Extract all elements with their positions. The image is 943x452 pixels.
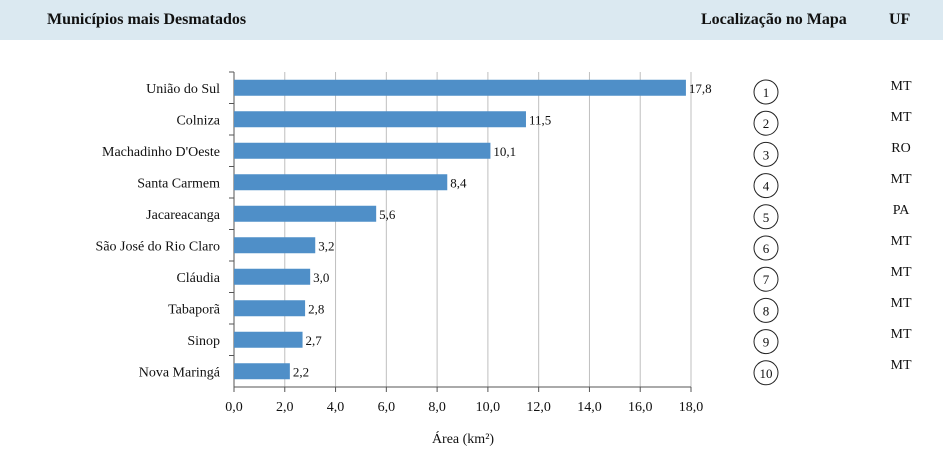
map-number: 1: [763, 85, 770, 100]
x-tick-label: 18,0: [679, 400, 704, 415]
x-tick-label: 4,0: [327, 400, 345, 415]
map-number: 9: [763, 335, 770, 350]
value-label: 3,0: [313, 270, 329, 285]
map-number-circle: [753, 204, 779, 230]
uf-value: MT: [891, 265, 912, 280]
x-tick-label: 2,0: [276, 400, 294, 415]
bar: [234, 331, 303, 348]
uf-value: MT: [891, 327, 912, 342]
x-tick-label: 6,0: [378, 400, 396, 415]
x-tick-label: 10,0: [476, 400, 501, 415]
bar: [234, 300, 306, 317]
map-number-circle: [753, 173, 779, 199]
category-label: Santa Carmem: [137, 176, 220, 191]
map-number-circle: [753, 141, 779, 167]
x-axis-title: Área (km²): [432, 430, 494, 447]
map-number: 4: [763, 179, 770, 194]
value-label: 3,2: [318, 238, 334, 253]
x-tick-label: 0,0: [225, 400, 243, 415]
category-label: Jacareacanga: [146, 208, 221, 223]
category-label: Tabaporã: [168, 302, 221, 317]
map-number: 8: [763, 303, 770, 318]
map-number-circle: [753, 235, 779, 261]
x-tick-label: 16,0: [628, 400, 653, 415]
x-tick-label: 14,0: [577, 400, 602, 415]
map-number: 7: [763, 272, 770, 287]
value-label: 11,5: [529, 112, 551, 127]
chart-title: Municípios mais Desmatados: [47, 11, 247, 28]
uf-value: MT: [891, 79, 912, 94]
uf-value: MT: [891, 234, 912, 249]
value-label: 17,8: [689, 81, 712, 96]
uf-value: MT: [891, 296, 912, 311]
bar: [234, 237, 316, 254]
bar: [234, 142, 491, 159]
uf-value: MT: [891, 110, 912, 125]
uf-value: RO: [891, 141, 910, 156]
category-label: Colniza: [176, 113, 220, 128]
category-label: Machadinho D'Oeste: [102, 145, 220, 160]
category-label: União do Sul: [146, 82, 220, 97]
value-label: 2,8: [308, 301, 324, 316]
bar: [234, 268, 311, 285]
map-number: 5: [763, 210, 770, 225]
map-number-circle: [753, 110, 779, 136]
map-number: 3: [763, 147, 770, 162]
uf-value: MT: [891, 358, 912, 373]
x-tick-label: 12,0: [526, 400, 551, 415]
bar: [234, 205, 377, 222]
category-label: São José do Rio Claro: [96, 239, 220, 254]
value-label: 2,2: [293, 364, 309, 379]
uf-header: UF: [889, 11, 911, 28]
bar: [234, 111, 526, 128]
map-number: 10: [760, 366, 773, 381]
category-label: Cláudia: [176, 271, 220, 286]
map-number-circle: [753, 360, 779, 386]
uf-value: MT: [891, 172, 912, 187]
uf-value: PA: [893, 203, 911, 218]
bar: [234, 79, 686, 96]
map-number: 6: [763, 241, 770, 256]
x-tick-label: 8,0: [428, 400, 446, 415]
value-label: 2,7: [306, 333, 323, 348]
value-label: 8,4: [450, 175, 467, 190]
value-label: 5,6: [379, 207, 396, 222]
map-number-circle: [753, 266, 779, 292]
bar: [234, 174, 448, 191]
map-number-circle: [753, 79, 779, 105]
bar: [234, 363, 290, 380]
value-label: 10,1: [493, 144, 516, 159]
map-number: 2: [763, 116, 770, 131]
category-label: Sinop: [187, 334, 220, 349]
map-number-circle: [753, 297, 779, 323]
header-bar: [0, 0, 943, 40]
map-location-header: Localização no Mapa: [701, 11, 847, 28]
map-number-circle: [753, 329, 779, 355]
category-label: Nova Maringá: [139, 365, 221, 380]
